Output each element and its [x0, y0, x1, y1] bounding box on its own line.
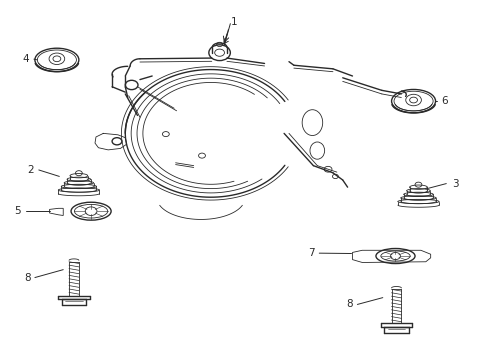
- Text: 8: 8: [347, 300, 353, 310]
- Text: 1: 1: [231, 17, 238, 27]
- Text: 3: 3: [452, 179, 459, 189]
- Text: 6: 6: [441, 96, 448, 106]
- Text: 4: 4: [23, 54, 29, 64]
- Text: 2: 2: [27, 165, 34, 175]
- Text: 7: 7: [308, 248, 315, 258]
- Text: 8: 8: [24, 273, 31, 283]
- Text: 5: 5: [15, 206, 21, 216]
